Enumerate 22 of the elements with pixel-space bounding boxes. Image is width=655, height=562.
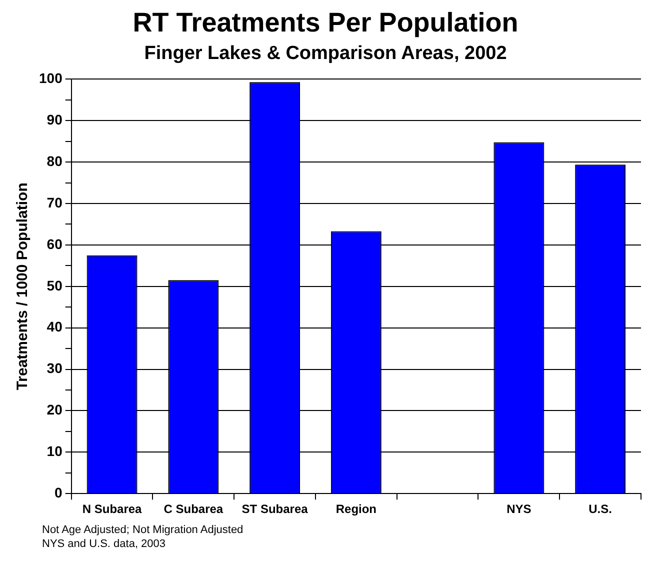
y-tick-label: 90 xyxy=(46,112,63,128)
y-axis-title: Treatments / 1000 Population xyxy=(14,182,32,390)
y-tick-label: 10 xyxy=(46,443,63,460)
y-tick-label: 60 xyxy=(46,236,63,252)
x-tick-label: N Subarea xyxy=(82,502,142,516)
y-tick-label: 0 xyxy=(54,484,63,500)
y-tick-label: 30 xyxy=(46,360,63,376)
chart-subtitle: Finger Lakes & Comparison Areas, 2002 xyxy=(144,43,507,64)
text: NYS and U.S. data, 2003 xyxy=(42,537,167,551)
x-tick-label: C Subarea xyxy=(164,502,224,516)
y-tick-label: 70 xyxy=(46,194,63,210)
y-tick-label: 80 xyxy=(46,152,63,169)
text: Not Age Adjusted; Not Migration Adjusted xyxy=(42,523,244,537)
x-tick-label: Region xyxy=(336,502,377,516)
y-tick-label: 20 xyxy=(46,402,63,418)
y-tick-label: 100 xyxy=(39,70,63,86)
x-tick-label: NYS xyxy=(506,502,532,516)
x-tick-label: ST Subarea xyxy=(242,502,308,516)
x-tick-label: U.S. xyxy=(588,502,612,516)
y-tick-label: 40 xyxy=(46,318,63,335)
y-tick-label: 50 xyxy=(46,277,63,294)
chart-title: RT Treatments Per Population xyxy=(132,8,518,38)
